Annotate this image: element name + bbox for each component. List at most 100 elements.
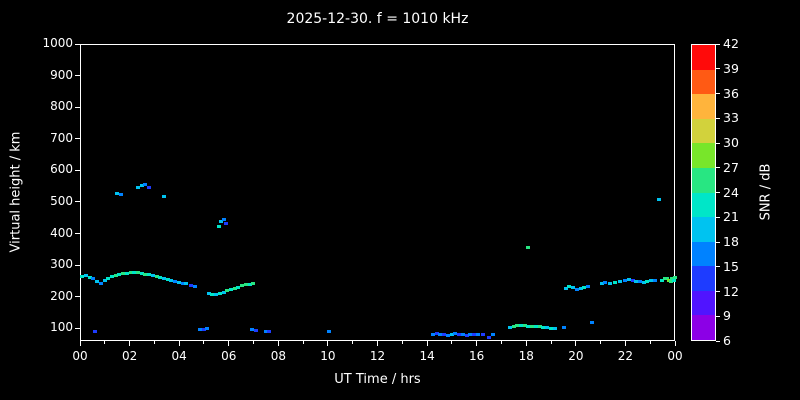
data-point	[173, 280, 178, 284]
x-tick	[228, 341, 230, 346]
x-tick	[178, 341, 180, 346]
chart-title: 2025-12-30. f = 1010 kHz	[286, 11, 469, 27]
x-axis-label: UT Time / hrs	[334, 372, 421, 387]
x-tick	[277, 341, 279, 346]
data-point	[449, 333, 454, 337]
y-tick	[75, 75, 80, 77]
data-point	[623, 279, 628, 283]
data-point	[87, 275, 92, 279]
data-point	[109, 275, 114, 279]
colorbar-tick-label: 15	[723, 258, 739, 274]
colorbar-tick	[716, 216, 720, 218]
data-point	[585, 285, 590, 289]
data-point	[106, 276, 111, 280]
colorbar-tick	[716, 93, 720, 94]
data-point	[457, 333, 462, 337]
x-minor-tick	[649, 341, 651, 344]
data-point	[216, 224, 221, 228]
data-point	[139, 272, 144, 276]
data-point	[660, 279, 665, 283]
data-point	[143, 272, 148, 276]
x-tick	[79, 341, 81, 346]
colorbar-tick	[716, 117, 720, 119]
y-tick	[75, 201, 80, 203]
data-point	[431, 332, 436, 336]
colorbar-tick	[716, 241, 720, 243]
x-tick-label: 00	[667, 349, 683, 363]
y-axis-label: Virtual height / km	[8, 131, 24, 253]
data-point	[154, 274, 159, 278]
data-point	[567, 285, 572, 289]
data-point	[91, 277, 96, 281]
colorbar-tick	[716, 266, 720, 268]
data-point	[114, 191, 119, 195]
x-tick-label: 14	[419, 349, 435, 363]
data-point	[507, 326, 512, 330]
x-tick-label: 02	[121, 349, 138, 363]
colorbar-tick	[716, 315, 720, 317]
x-minor-tick	[302, 341, 304, 344]
data-point	[537, 324, 542, 328]
colorbar-segment	[692, 290, 715, 316]
data-point	[232, 286, 237, 290]
colorbar-tick-label: 30	[723, 135, 739, 150]
x-minor-tick	[550, 341, 552, 344]
colorbar-tick	[716, 291, 720, 292]
data-point	[673, 275, 678, 279]
data-point	[563, 286, 568, 290]
data-point	[162, 276, 167, 280]
data-point	[201, 328, 206, 332]
data-point	[221, 290, 226, 294]
data-point	[526, 245, 531, 249]
y-tick-label: 800	[50, 99, 73, 114]
data-point	[124, 271, 129, 275]
data-point	[169, 279, 174, 283]
data-point	[198, 327, 202, 331]
colorbar-tick-label: 12	[723, 283, 739, 299]
data-point	[649, 279, 654, 283]
x-tick-label: 04	[171, 349, 187, 363]
data-point	[80, 275, 85, 279]
y-tick-label: 200	[50, 288, 73, 303]
data-point	[158, 275, 163, 279]
data-point	[189, 283, 194, 287]
y-tick-label: 100	[50, 320, 73, 335]
colorbar-tick-label: 33	[723, 110, 739, 126]
x-minor-tick	[153, 341, 155, 344]
data-point	[522, 323, 527, 327]
data-point	[662, 277, 667, 281]
data-point	[83, 274, 88, 278]
colorbar-segment	[692, 315, 715, 340]
x-tick-label: 22	[617, 349, 634, 363]
data-point	[589, 321, 594, 325]
y-tick-label: 600	[50, 162, 73, 177]
data-point	[210, 293, 215, 297]
data-point	[618, 279, 623, 283]
colorbar-label: SNR / dB	[758, 163, 774, 221]
data-point	[240, 284, 245, 288]
data-point	[217, 291, 222, 295]
colorbar-tick	[716, 340, 720, 342]
colorbar-tick-label: 24	[723, 184, 739, 200]
y-tick-label: 900	[50, 67, 73, 82]
x-tick-label: 12	[369, 349, 386, 363]
x-tick-label: 16	[469, 349, 485, 363]
y-tick	[75, 138, 80, 140]
data-point	[438, 333, 443, 337]
data-point	[118, 193, 123, 197]
data-point	[117, 273, 122, 277]
data-point	[326, 329, 331, 333]
colorbar-tick-label: 42	[723, 36, 739, 51]
colorbar-tick	[716, 68, 720, 70]
colorbar-segment	[692, 241, 715, 267]
colorbar-tick	[716, 142, 720, 144]
x-tick	[575, 341, 577, 346]
data-point	[225, 289, 230, 293]
colorbar-tick-label: 27	[723, 159, 739, 175]
data-point	[672, 279, 677, 283]
data-point	[571, 286, 576, 290]
x-tick-label: 20	[568, 349, 584, 363]
data-point	[665, 276, 670, 280]
data-point	[530, 325, 535, 329]
